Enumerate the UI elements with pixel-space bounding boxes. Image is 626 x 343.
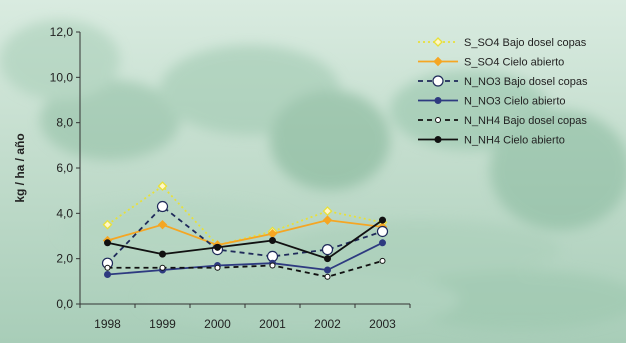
data-point	[157, 219, 168, 230]
legend-label: N_NH4 Bajo dosel copas	[464, 115, 587, 127]
legend-swatch-marker	[433, 56, 443, 67]
legend-label: S_SO4 Bajo dosel copas	[464, 37, 587, 49]
legend-swatch-marker	[432, 75, 444, 87]
y-tick-label: 0,0	[56, 297, 73, 311]
x-tick-label: 1998	[94, 317, 121, 331]
y-tick-label: 2,0	[56, 252, 73, 266]
foliage-blob	[400, 270, 626, 330]
legend-label: S_SO4 Cielo abierto	[464, 57, 564, 69]
y-tick-label: 6,0	[56, 161, 73, 175]
legend-swatch-marker	[433, 37, 443, 47]
x-tick-label: 2003	[369, 317, 396, 331]
legend-item-2: S_SO4 Cielo abierto	[418, 57, 564, 69]
y-axis-title: kg / ha / año	[13, 133, 27, 202]
series-line	[106, 205, 383, 264]
foliage-blob	[280, 220, 560, 280]
legend-item-1: S_SO4 Bajo dosel copas	[418, 37, 587, 49]
series-line	[107, 260, 383, 278]
series-6	[104, 216, 386, 263]
y-tick-label: 10,0	[50, 70, 74, 84]
legend-item-4: N_NO3 Cielo abierto	[418, 96, 566, 108]
foliage-blob	[490, 110, 626, 230]
data-point	[104, 264, 111, 271]
data-point	[102, 219, 113, 230]
data-point	[214, 243, 221, 251]
legend-label: N_NO3 Bajo dosel copas	[464, 76, 588, 88]
foliage-blob	[60, 200, 300, 260]
series-line	[107, 219, 383, 247]
data-point	[214, 264, 221, 271]
data-point	[157, 181, 168, 192]
x-tick-label: 1999	[149, 317, 176, 331]
legend-item-3: N_NO3 Bajo dosel copas	[418, 75, 588, 88]
legend-swatch-marker	[434, 136, 442, 143]
foliage-blob	[140, 270, 460, 330]
legend-swatch-marker	[435, 117, 441, 123]
data-point	[269, 262, 276, 269]
x-tick-label: 2000	[204, 317, 231, 331]
data-point	[156, 200, 169, 213]
series-3	[101, 200, 389, 269]
data-point	[324, 266, 331, 274]
data-point	[322, 206, 333, 216]
data-point	[159, 264, 166, 271]
data-point	[322, 215, 333, 225]
data-point	[324, 273, 331, 280]
data-point	[321, 244, 334, 256]
data-point	[104, 271, 111, 279]
data-point	[379, 239, 386, 247]
foliage-blob	[270, 90, 390, 190]
series-5	[104, 257, 386, 280]
data-point	[324, 255, 331, 263]
legend-swatch-marker	[434, 97, 442, 104]
data-point	[159, 250, 166, 258]
legend-item-6: N_NH4 Cielo abierto	[418, 135, 565, 147]
series-line	[107, 241, 383, 276]
data-point	[104, 239, 111, 247]
x-tick-label: 2001	[259, 317, 286, 331]
series-line	[107, 219, 384, 260]
y-tick-label: 12,0	[50, 25, 74, 39]
foliage-blob	[0, 20, 120, 100]
legend-label: N_NO3 Cielo abierto	[464, 96, 566, 108]
x-tick-label: 2002	[314, 317, 341, 331]
data-point	[379, 216, 386, 224]
data-point	[379, 257, 386, 264]
y-tick-label: 8,0	[56, 116, 73, 130]
foliage-blob	[40, 80, 180, 160]
y-tick-label: 4,0	[56, 206, 73, 220]
series-line	[106, 184, 383, 247]
legend-item-5: N_NH4 Bajo dosel copas	[418, 115, 587, 127]
legend-label: N_NH4 Cielo abierto	[464, 135, 565, 147]
data-point	[376, 225, 389, 238]
data-point	[269, 237, 276, 245]
